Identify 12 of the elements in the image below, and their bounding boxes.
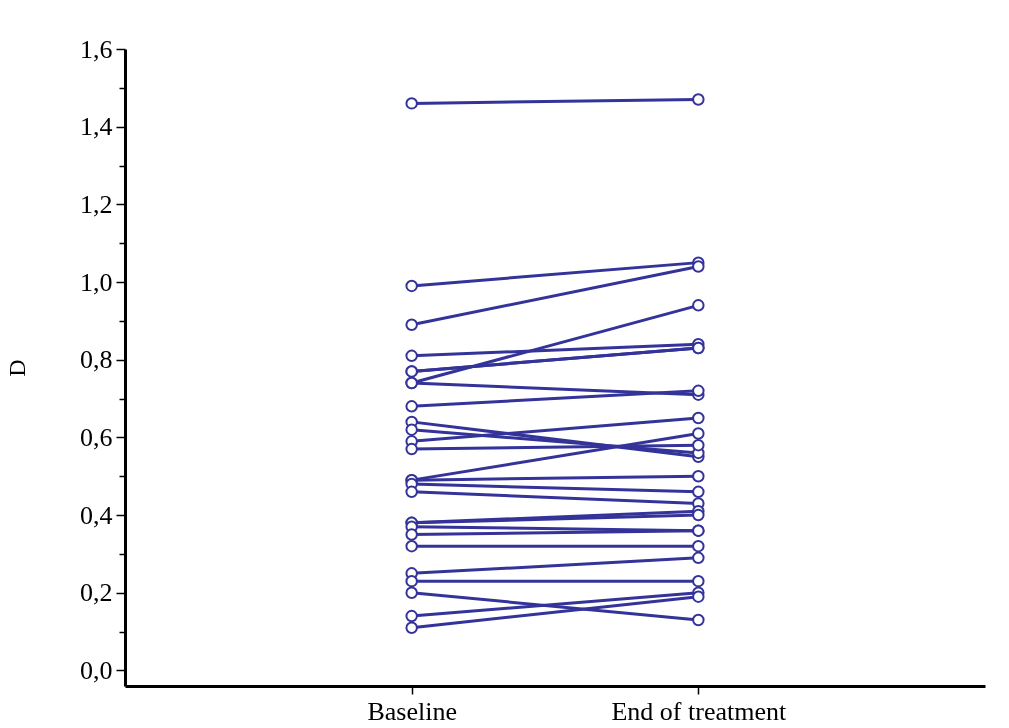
y-tick-label: 1,4 [80,112,113,142]
y-tick-label: 1,6 [80,34,113,64]
y-tick-label: 1,0 [80,267,113,297]
y-tick-label: 0,8 [80,345,113,375]
y-tick-label: 0,0 [80,655,113,685]
x-tick-label: End of treatment [611,696,787,726]
y-tick-label: 0,6 [80,422,113,452]
y-axis-title: D [4,359,30,377]
y-tick-label: 1,2 [80,189,113,219]
x-tick-label: Baseline [367,696,457,726]
y-tick-label: 0,2 [80,578,113,608]
y-tick-label: 0,4 [80,500,113,530]
